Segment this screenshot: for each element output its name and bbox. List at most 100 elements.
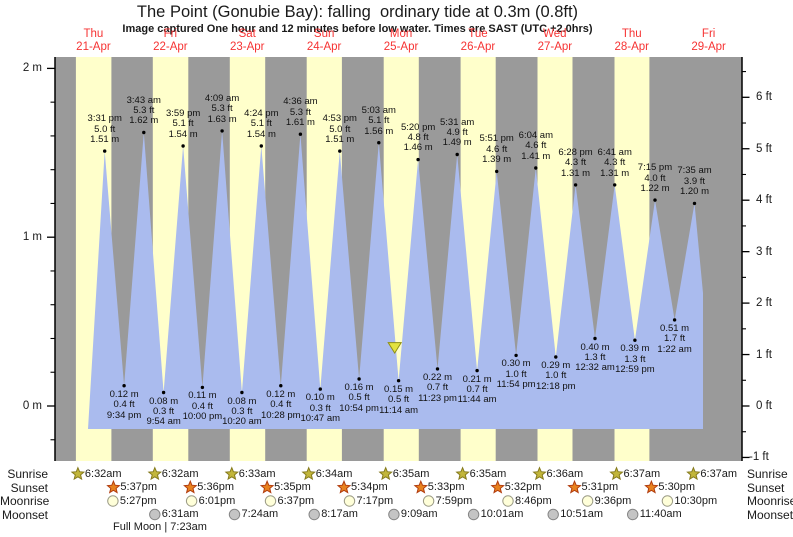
tide-label-line: 5:03 am: [361, 104, 396, 116]
sunrise-time: 6:37am: [700, 467, 738, 480]
day-label-line: 29-Apr: [691, 41, 726, 53]
moonrise-circle: [661, 495, 674, 507]
sunrise-star: [301, 466, 316, 481]
moonset-time: 10:01am: [480, 508, 524, 520]
tide-extreme-dot: [633, 338, 637, 342]
low-tide-label: 0.15 m 0.5 ft 11:14 am: [367, 384, 431, 416]
high-tide-label: 5:03 am 5.1 ft 1.56 m: [347, 104, 411, 137]
sunset-star: [413, 479, 429, 494]
tide-label-line: 5:51 pm: [479, 133, 514, 145]
tide-label-line: 0.30 m: [501, 358, 531, 370]
day-label: Tue 26-Apr: [446, 28, 510, 54]
tide-extreme-dot: [318, 387, 322, 391]
tide-label-line: 6:28 pm: [558, 146, 593, 158]
tide-extreme-dot: [103, 149, 107, 153]
full-moon-note: Full Moon | 7:23am: [113, 521, 207, 533]
tide-label-line: 5.3 ft: [211, 103, 233, 115]
tide-extreme-dot: [240, 390, 244, 395]
high-tide-label: 5:20 pm 4.8 ft 1.46 m: [386, 122, 450, 154]
sunset-time: 5:34pm: [351, 481, 388, 493]
sunrise-time: 6:36am: [546, 467, 584, 480]
moonrise-time: 5:27pm: [119, 494, 157, 507]
tide-label-line: 0.11 m: [188, 390, 217, 402]
high-tide-label: 6:28 pm 4.3 ft 1.31 m: [544, 146, 608, 179]
low-tide-label: 0.10 m 0.3 ft 10:47 am: [288, 392, 352, 424]
tide-label-line: 3:59 pm: [165, 108, 201, 119]
tide-label-line: 5.0 ft: [94, 123, 116, 135]
tide-label-line: 1.3 ft: [624, 353, 646, 365]
day-label-line: Thu: [83, 28, 104, 40]
tide-label-line: 12:32 am: [575, 362, 615, 374]
tide-label-line: 0.3 ft: [231, 405, 253, 417]
right-axis-tick-label: 1 ft: [756, 348, 772, 361]
day-label-line: Fri: [701, 28, 716, 40]
high-tide-label: 7:35 am 3.9 ft 1.20 m: [662, 165, 726, 197]
tide-label-line: 1.31 m: [561, 167, 591, 179]
moonset-time: 6:31am: [161, 508, 199, 520]
moonrise-time: 8:46pm: [515, 494, 552, 507]
sunrise-star: [455, 466, 470, 481]
tide-label-line: 6:41 am: [597, 146, 632, 158]
day-label: Sun 24-Apr: [292, 28, 356, 54]
moonrise-circle: [107, 495, 119, 507]
tide-label-line: 4:09 am: [204, 92, 240, 104]
tide-extreme-dot: [279, 384, 283, 388]
tide-extreme-dot: [613, 183, 617, 187]
chart-subtitle: Image captured One hour and 12 minutes b…: [122, 23, 593, 35]
moonset-time: 11:40am: [639, 508, 682, 520]
tide-label-line: 0.51 m: [660, 322, 690, 334]
tide-label-line: 1.0 ft: [545, 370, 567, 382]
tide-label-line: 1.54 m: [246, 128, 276, 140]
sunset-star: [183, 479, 198, 494]
moonset-circle: [388, 508, 400, 521]
moonrise-time: 7:59pm: [435, 494, 473, 507]
tide-label-line: 4.3 ft: [604, 157, 626, 169]
tide-label-line: 1.54 m: [168, 128, 198, 140]
high-tide-label: 4:09 am 5.3 ft 1.63 m: [190, 92, 254, 125]
tide-extreme-dot: [554, 355, 558, 359]
sunset-time: 5:35pm: [274, 481, 311, 493]
sunrise-time: 6:37am: [623, 467, 661, 480]
high-tide-label: 5:51 pm 4.6 ft 1.39 m: [465, 133, 529, 165]
tide-extreme-dot: [593, 336, 597, 341]
tide-label-line: 0.4 ft: [270, 399, 292, 411]
tide-label-line: 4.0 ft: [644, 172, 666, 184]
tide-label-line: 1.7 ft: [664, 333, 686, 345]
day-label-line: Mon: [389, 28, 413, 40]
high-tide-label: 5:31 am 4.9 ft 1.49 m: [425, 117, 489, 149]
low-tide-label: 0.11 m 0.4 ft 10:00 pm: [170, 390, 234, 422]
right-axis-tick-label: 2 ft: [756, 297, 772, 310]
tide-label-line: 1.49 m: [442, 137, 472, 149]
moonrise-circle: [581, 495, 594, 507]
tide-label-line: 5.1 ft: [368, 115, 390, 127]
high-tide-label: 4:53 pm 5.0 ft 1.51 m: [308, 113, 372, 145]
day-label: Fri 29-Apr: [677, 28, 741, 54]
low-tide-label: 0.08 m 0.3 ft 9:54 am: [132, 396, 196, 428]
low-tide-label: 0.29 m 1.0 ft 12:18 pm: [524, 360, 588, 392]
day-label-line: 23-Apr: [229, 41, 265, 53]
high-tide-label: 4:24 pm 5.1 ft 1.54 m: [229, 108, 293, 140]
sunset-star: [259, 479, 275, 494]
tide-label-line: 5.3 ft: [133, 104, 155, 116]
sunset-star: [567, 479, 582, 494]
high-tide-label: 7:15 pm 4.0 ft 1.22 m: [623, 162, 687, 194]
row-label-right-sunrise: Sunrise: [747, 467, 788, 481]
tide-label-line: 0.5 ft: [348, 392, 370, 404]
tide-extreme-dot: [692, 201, 697, 206]
sunset-time: 5:31pm: [581, 481, 619, 493]
low-tide-label: 0.12 m 0.4 ft 10:28 pm: [249, 389, 313, 421]
day-label: Thu 21-Apr: [61, 28, 125, 54]
moonrise-circle: [502, 495, 514, 507]
right-axis-tick-label: 3 ft: [756, 245, 772, 258]
tide-label-line: 0.29 m: [541, 360, 571, 371]
sunrise-time: 6:35am: [469, 467, 507, 480]
tide-label-line: 0.08 m: [227, 395, 257, 407]
moonset-circle: [627, 508, 639, 521]
sunrise-time: 6:32am: [84, 467, 122, 480]
chart-title: The Point (Gonubie Bay): falling ordinar…: [136, 3, 579, 21]
row-label-left-sunrise: Sunrise: [7, 467, 48, 481]
sunrise-star: [609, 466, 624, 481]
high-tide-label: 6:04 am 4.6 ft 1.41 m: [504, 130, 568, 162]
now-marker-icon: [387, 342, 403, 355]
